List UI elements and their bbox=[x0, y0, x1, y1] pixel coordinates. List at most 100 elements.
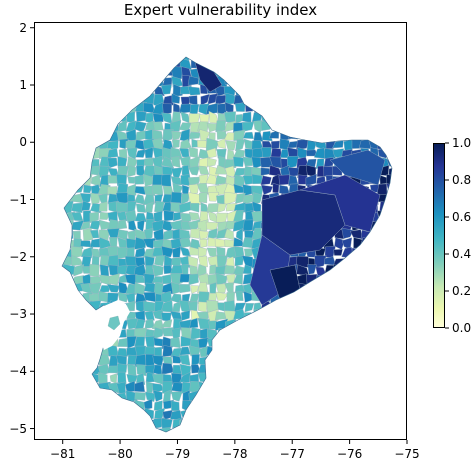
municipality-region bbox=[188, 418, 200, 428]
municipality-region bbox=[152, 74, 164, 87]
municipality-region bbox=[72, 301, 84, 312]
municipality-region bbox=[386, 282, 392, 295]
municipality-region bbox=[268, 417, 282, 428]
municipality-region bbox=[134, 381, 145, 393]
municipality-region bbox=[71, 202, 84, 214]
municipality-region bbox=[116, 399, 129, 412]
municipality-region bbox=[387, 247, 392, 259]
municipality-region bbox=[305, 173, 317, 187]
municipality-region bbox=[295, 364, 309, 375]
municipality-region bbox=[214, 335, 227, 350]
municipality-region bbox=[71, 101, 84, 113]
municipality-region bbox=[261, 57, 273, 58]
municipality-region bbox=[361, 67, 372, 79]
municipality-region bbox=[304, 66, 315, 77]
municipality-region bbox=[288, 120, 300, 134]
municipality-region bbox=[367, 236, 382, 251]
municipality-region bbox=[296, 57, 307, 68]
municipality-region bbox=[377, 210, 389, 221]
municipality-region bbox=[62, 183, 66, 196]
municipality-region bbox=[62, 292, 64, 304]
municipality-region bbox=[279, 300, 289, 314]
municipality-region bbox=[197, 399, 209, 412]
municipality-region bbox=[304, 84, 318, 95]
municipality-region bbox=[351, 247, 364, 259]
municipality-region bbox=[172, 246, 182, 258]
municipality-region bbox=[261, 121, 272, 131]
municipality-region bbox=[162, 356, 173, 365]
municipality-region bbox=[90, 319, 102, 332]
municipality-region bbox=[370, 409, 381, 420]
colorbar-tick-label: 0.8 bbox=[452, 173, 472, 187]
municipality-region bbox=[342, 120, 354, 133]
municipality-region bbox=[386, 256, 392, 268]
municipality-region bbox=[340, 300, 355, 312]
municipality-region bbox=[126, 164, 137, 178]
municipality-region bbox=[80, 311, 94, 322]
municipality-region bbox=[189, 104, 200, 116]
municipality-region bbox=[144, 201, 154, 213]
municipality-region bbox=[315, 438, 325, 447]
municipality-region bbox=[235, 228, 243, 242]
municipality-region bbox=[71, 399, 83, 413]
municipality-region bbox=[197, 165, 210, 175]
municipality-region bbox=[332, 77, 346, 86]
municipality-region bbox=[243, 436, 254, 445]
municipality-region bbox=[153, 390, 163, 402]
municipality-region bbox=[296, 336, 308, 349]
municipality-region bbox=[296, 57, 309, 60]
municipality-region bbox=[305, 327, 319, 337]
municipality-region bbox=[244, 401, 255, 412]
municipality-region bbox=[135, 436, 146, 446]
municipality-region bbox=[62, 141, 64, 151]
municipality-region bbox=[341, 76, 352, 89]
municipality-region bbox=[145, 391, 156, 402]
municipality-region bbox=[151, 57, 162, 59]
municipality-region bbox=[298, 75, 306, 87]
municipality-region bbox=[62, 310, 75, 322]
municipality-region bbox=[196, 417, 210, 431]
municipality-region bbox=[313, 120, 328, 131]
municipality-region bbox=[376, 416, 389, 427]
municipality-region bbox=[343, 258, 352, 267]
municipality-region bbox=[378, 219, 390, 231]
municipality-region bbox=[341, 101, 351, 116]
municipality-region bbox=[287, 301, 300, 311]
municipality-region bbox=[99, 438, 110, 447]
municipality-region bbox=[62, 365, 73, 377]
municipality-region bbox=[234, 255, 245, 267]
municipality-region bbox=[288, 436, 298, 445]
country-outline bbox=[61, 56, 393, 433]
municipality-region bbox=[143, 301, 157, 312]
municipality-region bbox=[315, 372, 327, 385]
municipality-region bbox=[323, 311, 336, 321]
municipality-region bbox=[306, 372, 318, 383]
municipality-region bbox=[71, 327, 82, 340]
municipality-region bbox=[198, 381, 209, 394]
municipality-region bbox=[351, 120, 362, 132]
municipality-region bbox=[261, 184, 273, 195]
municipality-region bbox=[64, 184, 75, 195]
municipality-region bbox=[133, 409, 146, 422]
municipality-region bbox=[62, 309, 67, 321]
municipality-region bbox=[62, 382, 66, 394]
municipality-region bbox=[107, 113, 120, 123]
municipality-region bbox=[396, 58, 405, 68]
municipality-region bbox=[279, 426, 289, 432]
municipality-region bbox=[242, 364, 255, 375]
municipality-region bbox=[207, 373, 220, 382]
municipality-region bbox=[179, 419, 193, 429]
municipality-region bbox=[89, 111, 102, 122]
municipality-region bbox=[82, 436, 93, 447]
y-tick-label: −5 bbox=[9, 421, 27, 436]
municipality-region bbox=[379, 94, 389, 104]
municipality-region bbox=[143, 76, 155, 86]
municipality-region bbox=[196, 427, 208, 432]
municipality-region bbox=[100, 77, 109, 88]
municipality-region bbox=[206, 247, 217, 258]
municipality-region bbox=[234, 102, 246, 112]
municipality-region bbox=[125, 74, 138, 88]
municipality-region bbox=[398, 230, 407, 239]
municipality-region bbox=[342, 336, 354, 348]
municipality-region bbox=[380, 256, 389, 268]
